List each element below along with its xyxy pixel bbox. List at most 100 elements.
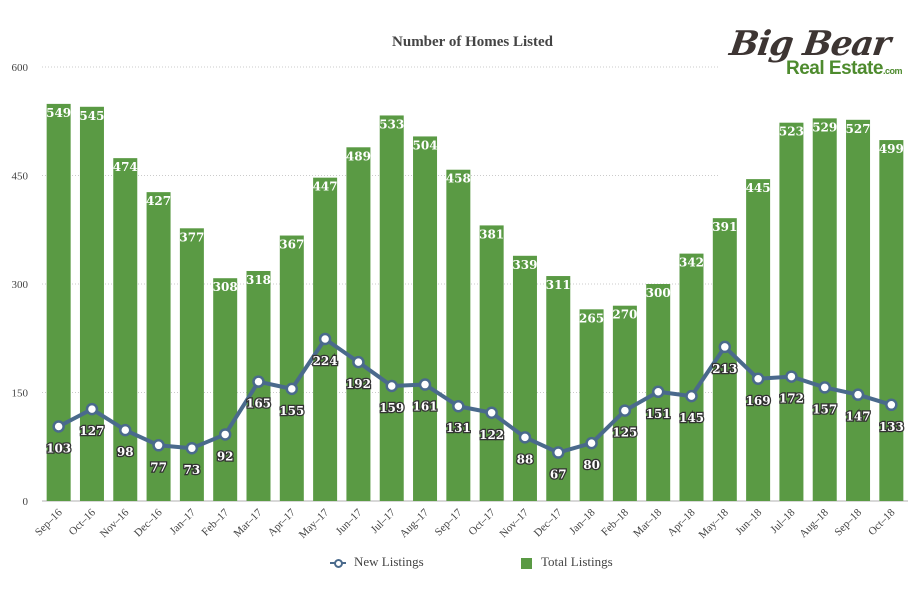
x-tick-label: Feb–17: [199, 506, 231, 538]
x-tick-label: Sep–18: [832, 506, 864, 538]
line-point: [518, 431, 532, 444]
bar-value-label: 342: [679, 256, 704, 270]
bar: [213, 278, 238, 501]
line-value-label: 98: [117, 445, 134, 459]
x-tick-label: Dec–17: [532, 506, 565, 539]
bar: [846, 119, 871, 501]
x-tick-label: May–17: [297, 506, 332, 541]
bar: [746, 179, 771, 501]
line-value-label: 125: [612, 426, 637, 440]
x-tick-label: Jul–17: [369, 506, 399, 536]
x-tick-label: Jun–17: [334, 506, 365, 537]
legend-total-label: Total Listings: [541, 554, 613, 569]
x-tick-label: Jul–18: [768, 506, 798, 536]
bar: [446, 169, 471, 502]
line-value-label: 133: [879, 420, 904, 434]
line-point: [218, 428, 232, 441]
bar-value-label: 318: [246, 273, 271, 287]
bar-value-label: 458: [446, 172, 471, 186]
line-point: [618, 404, 632, 417]
line-value-label: 77: [150, 460, 167, 474]
bar: [612, 305, 637, 501]
bar-value-label: 270: [612, 308, 637, 322]
bar-swatch-icon: [521, 557, 532, 569]
x-tick-label: Feb–18: [599, 506, 631, 538]
x-tick-label: Mar–18: [631, 506, 664, 539]
line-point: [185, 441, 199, 455]
x-tick-label: Apr–18: [665, 506, 698, 539]
line-marker-icon: [330, 558, 346, 569]
line-value-label: 88: [517, 452, 534, 466]
x-tick-label: Jan–17: [167, 506, 198, 537]
line-point: [685, 389, 698, 403]
x-tick-label: Nov–16: [98, 506, 132, 540]
line-value-label: 151: [646, 407, 671, 421]
x-tick-label: Oct–16: [67, 506, 99, 538]
bar-value-label: 447: [313, 180, 338, 194]
bar-value-label: 545: [79, 109, 104, 123]
legend-total-listings[interactable]: Total Listings: [521, 554, 613, 570]
line-point: [785, 370, 798, 383]
line-value-label: 103: [46, 441, 71, 455]
line-point: [152, 439, 165, 452]
line-point: [851, 388, 865, 401]
bar: [413, 136, 438, 501]
y-tick-label: 150: [12, 388, 29, 400]
bar-value-label: 381: [479, 227, 504, 241]
bar: [579, 309, 604, 501]
bar: [79, 106, 104, 502]
x-tick-label: Sep–16: [33, 506, 65, 538]
bar: [679, 253, 704, 501]
line-value-label: 92: [217, 449, 234, 463]
bar-value-label: 533: [379, 117, 404, 131]
line-value-label: 169: [746, 394, 771, 408]
line-value-label: 122: [479, 428, 504, 442]
line-point: [285, 382, 299, 396]
bar: [346, 147, 371, 502]
line-point: [885, 398, 898, 412]
bar-value-label: 489: [346, 149, 371, 163]
legend-new-label: New Listings: [354, 554, 424, 569]
bar: [812, 118, 837, 502]
bar: [879, 140, 904, 501]
line-point: [718, 340, 732, 354]
bar: [279, 235, 304, 501]
bar-value-label: 308: [213, 280, 238, 294]
bar: [546, 276, 571, 501]
line-value-label: 161: [413, 400, 438, 414]
company-logo: Big Bear Real Estate.com: [727, 24, 908, 84]
bar: [512, 255, 537, 501]
bar-value-label: 427: [146, 194, 171, 208]
bar-value-label: 504: [413, 138, 438, 152]
x-tick-label: Oct–18: [866, 506, 898, 538]
line-value-label: 73: [184, 463, 201, 477]
line-value-label: 159: [379, 401, 404, 415]
x-tick-label: Aug–18: [797, 506, 831, 540]
legend-new-listings[interactable]: New Listings: [330, 554, 424, 570]
bar-value-label: 499: [879, 142, 904, 156]
x-tick-label: Apr–17: [266, 506, 299, 539]
line-point: [119, 423, 132, 437]
y-tick-label: 450: [12, 171, 29, 183]
bar-value-label: 367: [279, 238, 304, 252]
line-point: [651, 385, 665, 399]
line-value-label: 127: [79, 424, 104, 438]
line-value-label: 80: [583, 458, 600, 472]
line-point: [552, 446, 565, 459]
line-value-label: 224: [313, 354, 338, 368]
bar: [179, 228, 204, 501]
line-point: [452, 399, 465, 413]
line-point: [318, 332, 332, 346]
line-value-label: 67: [550, 468, 567, 482]
line-value-label: 145: [679, 411, 704, 425]
bar-value-label: 377: [179, 230, 204, 244]
bar-value-label: 265: [579, 311, 604, 325]
bar-value-label: 300: [646, 286, 671, 300]
bar-value-label: 391: [712, 220, 737, 234]
bar-value-label: 339: [512, 258, 537, 272]
bar: [113, 158, 138, 501]
line-point: [252, 375, 265, 388]
bar-value-label: 445: [746, 181, 771, 195]
line-value-label: 155: [279, 404, 304, 418]
x-tick-label: Oct–17: [466, 506, 498, 538]
